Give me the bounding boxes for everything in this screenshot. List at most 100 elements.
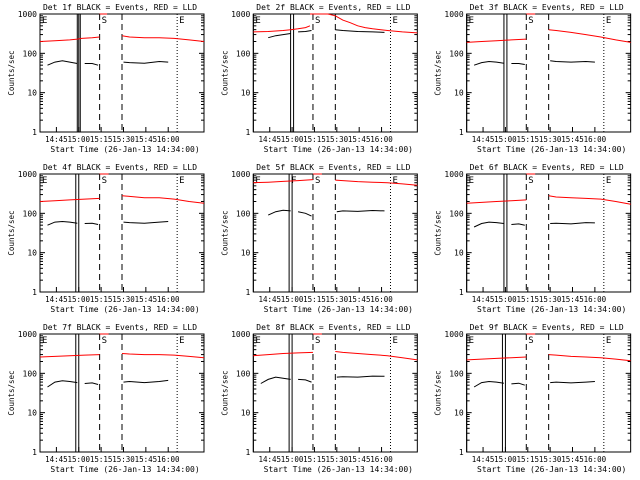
- panel-6: 1 10 100 1000 14:45 15:00 15:15 15:30 15:45 16:00…: [434, 163, 632, 314]
- marker-label: E: [179, 16, 184, 26]
- x-tick-label: 14:45: [472, 295, 495, 304]
- y-tick-label: 1000: [444, 330, 463, 339]
- y-tick-label: 100: [236, 49, 251, 58]
- panel-title: Det 1f BLACK = Events, RED = LLD: [43, 3, 197, 12]
- x-tick-label: 15:00: [281, 455, 304, 464]
- y-tick-label: 100: [236, 369, 251, 378]
- marker-label: E: [42, 336, 47, 346]
- x-tick-label: 16:00: [157, 295, 180, 304]
- x-tick-label: 15:00: [281, 295, 304, 304]
- x-tick-label: 15:30: [112, 455, 135, 464]
- y-axis-label: Counts/sec: [434, 370, 443, 415]
- y-tick-label: 10: [454, 249, 464, 258]
- y-tick-label: 1000: [444, 170, 463, 179]
- x-tick-label: 15:00: [67, 295, 90, 304]
- panel-4: 1 10 100 1000 14:45 15:00 15:15 15:30 15:45 16:00…: [7, 163, 205, 314]
- events-series-line: [84, 222, 99, 225]
- panel-5: 1 10 100 1000 14:45 15:00 15:15 15:30 15:45 16:00…: [220, 163, 418, 314]
- y-tick-label: 10: [454, 89, 464, 98]
- x-axis-label: Start Time (26-Jan-13 14:34:00): [264, 305, 413, 314]
- y-axis-label: Counts/sec: [434, 50, 443, 95]
- y-axis-label: Counts/sec: [220, 370, 229, 415]
- lld-series-line: [548, 195, 631, 205]
- lld-series-line: [39, 36, 100, 42]
- x-tick-label: 15:45: [348, 455, 371, 464]
- x-tick-label: 16:00: [157, 135, 180, 144]
- panel-title: Det 8f BLACK = Events, RED = LLD: [256, 323, 410, 332]
- events-series-line: [473, 60, 504, 66]
- x-tick-label: 15:45: [135, 455, 158, 464]
- y-tick-label: 1: [459, 288, 464, 297]
- x-axis-label: Start Time (26-Jan-13 14:34:00): [477, 305, 626, 314]
- events-series-line: [511, 382, 525, 386]
- marker-label: S: [102, 336, 107, 346]
- x-tick-label: 15:00: [494, 135, 517, 144]
- panel-9: 1 10 100 1000 14:45 15:00 15:15 15:30 15:45 16:00…: [434, 323, 632, 474]
- y-tick-label: 1: [246, 128, 251, 137]
- marker-label: E: [255, 336, 260, 346]
- x-axis-label: Start Time (26-Jan-13 14:34:00): [264, 465, 413, 474]
- y-tick-label: 100: [449, 49, 464, 58]
- x-tick-label: 15:45: [561, 455, 584, 464]
- x-tick-label: 16:00: [370, 455, 393, 464]
- x-axis-label: Start Time (26-Jan-13 14:34:00): [50, 145, 199, 154]
- marker-label: S: [315, 336, 320, 346]
- panel-title: Det 3f BLACK = Events, RED = LLD: [470, 3, 624, 12]
- marker-label: E: [255, 176, 260, 186]
- y-tick-label: 1000: [18, 330, 37, 339]
- events-series-line: [336, 375, 385, 378]
- y-tick-label: 10: [27, 409, 37, 418]
- lld-series-line: [310, 13, 418, 34]
- lld-series-line: [253, 25, 311, 33]
- x-tick-label: 14:45: [258, 455, 281, 464]
- x-tick-label: 14:45: [45, 455, 68, 464]
- events-series-line: [47, 60, 78, 66]
- y-axis-label: Counts/sec: [7, 50, 16, 95]
- y-tick-label: 10: [454, 409, 464, 418]
- events-series-line: [511, 223, 525, 226]
- y-tick-label: 100: [236, 209, 251, 218]
- lld-series-line: [466, 199, 527, 204]
- events-series-line: [47, 380, 78, 388]
- marker-label: E: [606, 16, 611, 26]
- y-tick-label: 100: [23, 369, 38, 378]
- events-series-line: [84, 63, 99, 66]
- marker-label: E: [606, 336, 611, 346]
- y-tick-label: 1000: [18, 170, 37, 179]
- y-tick-label: 100: [449, 209, 464, 218]
- events-series-line: [511, 63, 525, 65]
- x-tick-label: 15:15: [516, 135, 539, 144]
- marker-label: E: [42, 176, 47, 186]
- y-tick-label: 1: [246, 448, 251, 457]
- marker-label: E: [392, 336, 397, 346]
- x-tick-label: 16:00: [584, 295, 607, 304]
- marker-label: E: [392, 16, 397, 26]
- x-tick-label: 15:45: [135, 135, 158, 144]
- y-axis-label: Counts/sec: [220, 50, 229, 95]
- marker-label: E: [469, 16, 474, 26]
- marker-label: S: [102, 16, 107, 26]
- x-tick-label: 15:15: [90, 135, 113, 144]
- y-tick-label: 1000: [231, 10, 250, 19]
- events-series-line: [550, 60, 595, 63]
- lld-series-line: [548, 354, 631, 362]
- panel-title: Det 5f BLACK = Events, RED = LLD: [256, 163, 410, 172]
- events-series-line: [260, 376, 291, 384]
- y-axis-label: Counts/sec: [434, 210, 443, 255]
- x-tick-label: 15:45: [348, 135, 371, 144]
- x-tick-label: 15:30: [326, 135, 349, 144]
- panel-2: 1 10 100 1000 14:45 15:00 15:15 15:30 15:45 16:00…: [220, 3, 418, 154]
- lld-series-line: [121, 35, 205, 42]
- x-tick-label: 15:30: [539, 295, 562, 304]
- y-tick-label: 1: [246, 288, 251, 297]
- marker-label: S: [315, 176, 320, 186]
- y-tick-label: 1000: [231, 170, 250, 179]
- x-tick-label: 15:15: [303, 295, 326, 304]
- lld-series-line: [466, 356, 527, 361]
- lld-series-line: [39, 197, 100, 202]
- events-series-line: [47, 220, 78, 226]
- y-axis-label: Counts/sec: [7, 210, 16, 255]
- events-series-line: [335, 29, 385, 33]
- marker-label: E: [179, 176, 184, 186]
